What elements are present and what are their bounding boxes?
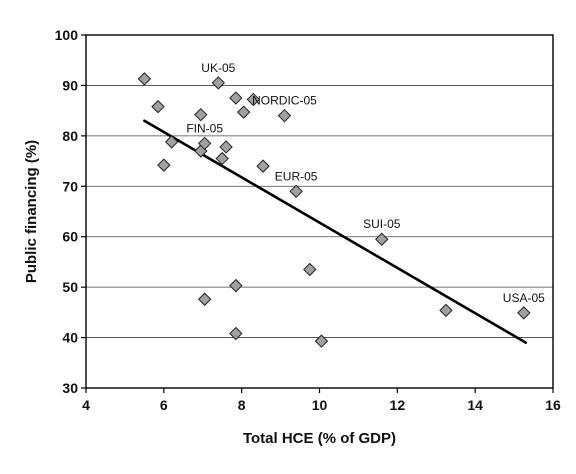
data-point	[289, 184, 303, 199]
y-tick-label: 80	[62, 128, 78, 144]
data-point	[229, 278, 243, 293]
data-point	[277, 108, 292, 123]
x-tick-label: 16	[545, 397, 561, 413]
y-tick-label: 100	[55, 27, 79, 43]
point-label: EUR-05	[275, 169, 318, 183]
data-point	[211, 76, 226, 90]
data-point	[375, 232, 389, 246]
point-label: SUI-05	[363, 217, 401, 231]
data-point	[229, 91, 243, 105]
y-tick-label: 40	[62, 330, 78, 346]
data-point	[194, 107, 208, 122]
data-point	[215, 151, 229, 166]
data-point	[219, 140, 233, 154]
data-point	[151, 99, 165, 114]
data-point	[197, 292, 212, 306]
data-point	[517, 306, 531, 320]
x-tick-label: 4	[82, 397, 90, 413]
data-points	[137, 72, 531, 348]
trendline	[143, 119, 528, 344]
y-tick-label: 50	[62, 279, 78, 295]
y-tick-label: 30	[62, 380, 78, 396]
data-point	[137, 72, 152, 86]
y-tick-label: 70	[62, 178, 78, 194]
data-point	[256, 159, 270, 173]
x-tick-label: 12	[390, 397, 406, 413]
y-tick-label: 60	[62, 229, 78, 245]
point-label: USA-05	[503, 291, 545, 305]
point-label: NORDIC-05	[252, 94, 317, 108]
data-point	[314, 334, 329, 348]
y-axis-title: Public financing (%)	[23, 140, 40, 283]
y-tick-label: 90	[62, 77, 78, 93]
point-labels: FIN-05 UK-05 NORDIC-05 EUR-05 SUI-05 USA-05	[186, 61, 545, 305]
data-point	[236, 105, 251, 119]
point-label: FIN-05	[186, 121, 223, 135]
data-point	[229, 326, 243, 341]
x-axis-title: Total HCE (% of GDP)	[243, 430, 396, 447]
data-point	[197, 136, 212, 151]
grid-lines	[86, 85, 553, 338]
data-point	[303, 262, 317, 277]
plot-area	[85, 34, 554, 389]
x-tick-label: 8	[238, 397, 246, 413]
data-point	[164, 135, 179, 149]
axis-ticks: 30 40 50 60 70 80 90 100 4 6 8 10 12 14 16	[55, 27, 561, 413]
data-point	[246, 92, 261, 107]
x-tick-label: 10	[312, 397, 328, 413]
point-label: UK-05	[201, 61, 235, 75]
x-tick-label: 14	[467, 397, 483, 413]
data-point	[157, 158, 171, 172]
data-point	[439, 303, 453, 318]
x-tick-label: 6	[160, 397, 168, 413]
trendline-group	[143, 119, 528, 344]
